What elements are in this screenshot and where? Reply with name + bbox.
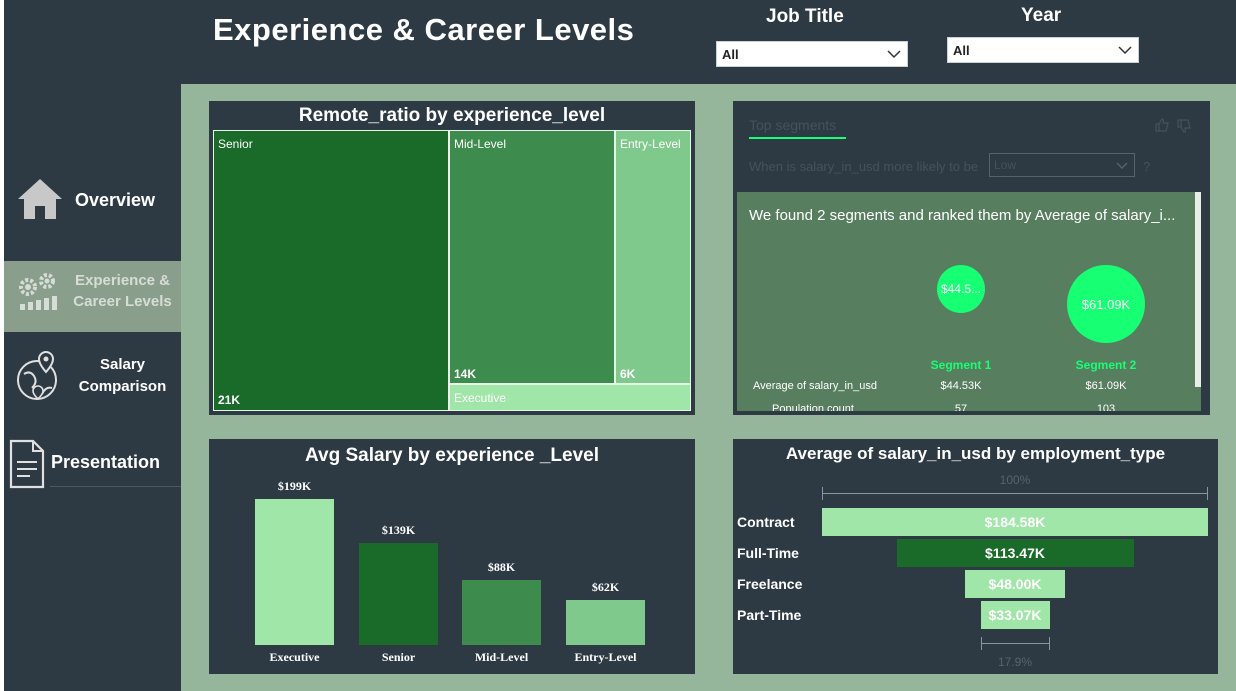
treemap-cell-executive[interactable]: Executive	[449, 384, 691, 411]
nav-salary-label-line1: Salary	[99, 356, 146, 373]
funnel-bar-full-time[interactable]: $113.47K	[896, 539, 1134, 567]
nav-salary-label-line2: Comparison	[78, 378, 167, 395]
funnel-category-label: Full-Time	[737, 545, 799, 561]
segments-row-value: 103	[1096, 403, 1116, 411]
nav-overview[interactable]: Overview	[4, 172, 181, 228]
treemap-label: Entry-Level	[620, 137, 681, 151]
year-filter-label: Year	[1021, 5, 1062, 26]
funnel-bar-freelance[interactable]: $48.00K	[965, 570, 1065, 598]
funnel-bottom-bracket	[981, 643, 1050, 644]
treemap-cell-senior[interactable]: Senior 21K	[213, 130, 449, 411]
year-dropdown[interactable]: All	[947, 37, 1139, 63]
nav-experience-career-levels[interactable]: Experience & Career Levels	[4, 261, 181, 332]
chevron-down-icon	[1118, 46, 1132, 55]
bar-category-label: Executive	[269, 650, 320, 664]
employment-type-chart-title: Average of salary_in_usd by employment_t…	[785, 444, 1166, 463]
segments-question-mark: ?	[1143, 159, 1151, 174]
segment-1-name[interactable]: Segment 1	[930, 358, 992, 372]
nav-salary-comparison[interactable]: Salary Comparison	[4, 346, 181, 408]
treemap-cell-entry-level[interactable]: Entry-Level 6K	[615, 130, 691, 384]
segments-row-value: $44.53K	[940, 380, 982, 392]
treemap-value: 21K	[218, 393, 241, 407]
treemap-label: Senior	[218, 137, 253, 151]
funnel-data-label: $48.00K	[988, 576, 1042, 592]
segments-row-label: Population count	[772, 403, 854, 411]
bar-mid-level[interactable]	[462, 580, 541, 645]
segments-scrollbar[interactable]	[1195, 192, 1201, 387]
avg-salary-chart-title: Avg Salary by experience _Level	[305, 445, 599, 466]
nav-presentation-label: Presentation	[51, 452, 161, 472]
job-title-value: All	[722, 47, 739, 62]
treemap-cell-mid-level[interactable]: Mid-Level 14K	[449, 130, 615, 384]
funnel-bottom-bracket-left	[981, 637, 982, 650]
segments-target-dropdown[interactable]: Low	[989, 153, 1135, 177]
segment-1-bubble-value: $44.5...	[940, 282, 982, 296]
nav-overview-label: Overview	[75, 190, 156, 210]
funnel-bar-contract[interactable]: $184.58K	[822, 508, 1208, 536]
treemap-value: 6K	[620, 367, 636, 381]
bar-data-label: $199K	[277, 479, 312, 493]
funnel-top-bracket-left	[822, 487, 823, 500]
nav-presentation[interactable]: Presentation	[4, 435, 181, 491]
globe-pin-icon	[17, 350, 57, 401]
bar-data-label: $139K	[381, 523, 416, 537]
funnel-top-bracket-right	[1207, 487, 1208, 500]
bar-category-label: Entry-Level	[574, 650, 637, 664]
funnel-category-label: Contract	[737, 514, 795, 530]
segment-2-bubble-value: $61.09K	[1081, 297, 1131, 312]
gears-icon	[19, 273, 57, 310]
segments-row-value: 57	[954, 403, 968, 411]
home-icon	[18, 179, 62, 219]
funnel-top-bracket	[822, 493, 1208, 494]
bar-senior[interactable]	[359, 543, 438, 645]
nav-experience-label-line2: Career Levels	[73, 293, 172, 310]
segments-row-label: Average of salary_in_usd	[753, 380, 877, 392]
segment-2-bubble[interactable]: $61.09K	[1067, 265, 1145, 343]
bar-data-label: $62K	[591, 580, 620, 594]
treemap-label: Executive	[454, 391, 507, 405]
segments-summary: We found 2 segments and ranked them by A…	[749, 207, 1176, 224]
tab-top-segments[interactable]: Top segments	[749, 117, 837, 133]
chevron-down-icon	[1116, 162, 1128, 169]
segments-target-value: Low	[994, 158, 1017, 172]
job-title-dropdown[interactable]: All	[716, 41, 908, 67]
page-title: Experience & Career Levels	[213, 12, 635, 47]
year-value: All	[953, 43, 970, 58]
thumbs-down-icon[interactable]	[1176, 118, 1192, 134]
treemap-title: Remote_ratio by experience_level	[298, 105, 606, 126]
segments-question: When is salary_in_usd more likely to be	[749, 159, 979, 174]
treemap-label: Mid-Level	[454, 137, 507, 151]
bar-category-label: Mid-Level	[474, 650, 529, 664]
tab-underline	[749, 137, 846, 139]
chevron-down-icon	[887, 50, 901, 59]
nav-divider	[50, 486, 181, 487]
bar-entry-level[interactable]	[566, 600, 645, 645]
bar-data-label: $88K	[487, 560, 516, 574]
segment-2-name[interactable]: Segment 2	[1075, 358, 1137, 372]
funnel-data-label: $33.07K	[988, 607, 1042, 623]
key-influencers-panel: Top segments When is salary_in_usd more …	[733, 101, 1210, 415]
funnel-data-label: $184.58K	[984, 514, 1046, 530]
bar-category-label: Senior	[381, 650, 416, 664]
thumbs-up-icon[interactable]	[1154, 117, 1170, 133]
segments-row-value: $61.09K	[1085, 380, 1127, 392]
job-title-filter-label: Job Title	[766, 6, 844, 27]
funnel-bar-part-time[interactable]: $33.07K	[980, 601, 1050, 629]
funnel-category-label: Freelance	[737, 576, 803, 592]
funnel-bottom-label: 17.9%	[997, 655, 1033, 669]
funnel-data-label: $113.47K	[985, 545, 1045, 561]
funnel-category-label: Part-Time	[737, 607, 802, 623]
funnel-top-label: 100%	[999, 473, 1031, 487]
segment-1-bubble[interactable]: $44.5...	[937, 265, 985, 313]
bar-executive[interactable]	[255, 499, 334, 645]
funnel-bottom-bracket-right	[1049, 637, 1050, 650]
treemap-value: 14K	[454, 367, 477, 381]
nav-experience-label-line1: Experience &	[74, 272, 171, 289]
document-icon	[9, 439, 45, 489]
segments-result-area: We found 2 segments and ranked them by A…	[737, 192, 1201, 411]
